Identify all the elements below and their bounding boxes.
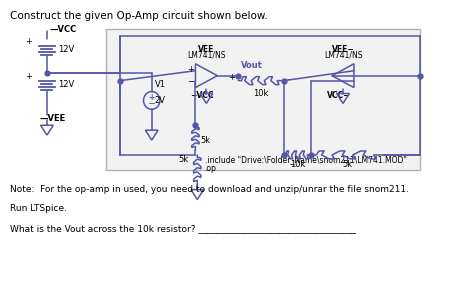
Text: VCC−: VCC−	[327, 91, 350, 100]
Text: −: −	[147, 100, 156, 109]
Text: VEE−: VEE−	[332, 45, 355, 54]
Text: +: +	[148, 93, 155, 102]
Text: 5k: 5k	[178, 155, 188, 164]
Text: +: +	[25, 37, 32, 46]
Text: −: −	[286, 75, 292, 84]
Text: V1: V1	[155, 80, 165, 89]
Text: 5k: 5k	[343, 160, 353, 169]
Text: 5k: 5k	[200, 136, 210, 145]
Text: +: +	[228, 73, 236, 82]
FancyBboxPatch shape	[106, 29, 420, 170]
Text: 10k: 10k	[290, 160, 305, 169]
Text: —VEE: —VEE	[40, 114, 66, 123]
Text: Note:  For the op-amp in used, you need to download and unzip/unrar the file sno: Note: For the op-amp in used, you need t…	[10, 185, 410, 194]
Text: .op: .op	[205, 164, 217, 173]
Text: 12V: 12V	[58, 80, 74, 89]
Text: 2V: 2V	[155, 96, 165, 105]
Text: −VCC: −VCC	[190, 91, 214, 100]
Text: Run LTSpice.: Run LTSpice.	[10, 204, 67, 213]
Text: +: +	[188, 65, 194, 74]
Text: 10k: 10k	[253, 89, 269, 97]
Text: LM741/NS: LM741/NS	[187, 51, 226, 60]
Text: LM741/NS: LM741/NS	[324, 51, 362, 60]
Text: Construct the given Op-Amp circuit shown below.: Construct the given Op-Amp circuit shown…	[10, 11, 268, 21]
Text: —VCC: —VCC	[50, 25, 77, 34]
Text: VEE: VEE	[198, 45, 215, 54]
Text: .include "Drive:\Folder_Name\snom211\LM741.MOD": .include "Drive:\Folder_Name\snom211\LM7…	[205, 155, 406, 164]
Text: 12V: 12V	[58, 45, 74, 55]
Text: +: +	[25, 72, 32, 81]
Text: −: −	[188, 77, 194, 86]
Text: What is the Vout across the 10k resistor? ___________________________________: What is the Vout across the 10k resistor…	[10, 224, 356, 233]
Text: Vout: Vout	[241, 61, 263, 70]
